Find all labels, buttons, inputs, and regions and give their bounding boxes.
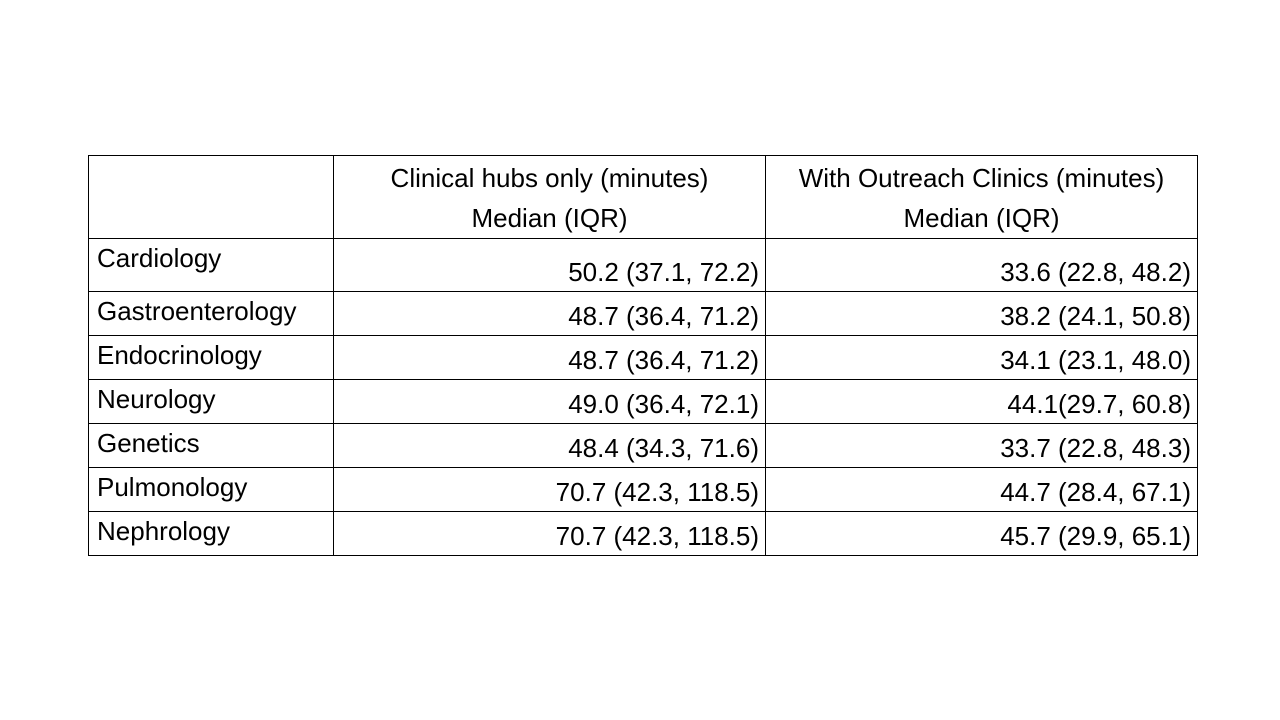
header-outreach-clinics-subtitle: Median (IQR) — [903, 203, 1060, 233]
header-clinical-hubs-title: Clinical hubs only (minutes) — [390, 163, 709, 193]
row-label-endocrinology: Endocrinology — [88, 335, 334, 380]
cell-outreach-value: 33.6 (22.8, 48.2) — [765, 238, 1198, 292]
travel-time-table: Clinical hubs only (minutes) Median (IQR… — [88, 155, 1198, 556]
table-row: Genetics 48.4 (34.3, 71.6) 33.7 (22.8, 4… — [88, 423, 1198, 468]
table-row: Gastroenterology 48.7 (36.4, 71.2) 38.2 … — [88, 291, 1198, 336]
cell-outreach-value: 34.1 (23.1, 48.0) — [765, 335, 1198, 380]
header-corner-cell — [88, 155, 334, 239]
table-row: Pulmonology 70.7 (42.3, 118.5) 44.7 (28.… — [88, 467, 1198, 512]
header-clinical-hubs-subtitle: Median (IQR) — [471, 203, 628, 233]
cell-hubs-value: 48.7 (36.4, 71.2) — [333, 291, 766, 336]
cell-hubs-value: 70.7 (42.3, 118.5) — [333, 511, 766, 556]
table-row: Cardiology 50.2 (37.1, 72.2) 33.6 (22.8,… — [88, 238, 1198, 292]
cell-hubs-value: 50.2 (37.1, 72.2) — [333, 238, 766, 292]
header-clinical-hubs: Clinical hubs only (minutes) Median (IQR… — [333, 155, 766, 239]
row-label-gastroenterology: Gastroenterology — [88, 291, 334, 336]
cell-outreach-value: 44.1(29.7, 60.8) — [765, 379, 1198, 424]
cell-hubs-value: 48.7 (36.4, 71.2) — [333, 335, 766, 380]
header-outreach-clinics-title: With Outreach Clinics (minutes) — [798, 163, 1165, 193]
table-row: Nephrology 70.7 (42.3, 118.5) 45.7 (29.9… — [88, 511, 1198, 556]
row-label-nephrology: Nephrology — [88, 511, 334, 556]
cell-hubs-value: 70.7 (42.3, 118.5) — [333, 467, 766, 512]
row-label-cardiology: Cardiology — [88, 238, 334, 292]
table-header-row: Clinical hubs only (minutes) Median (IQR… — [88, 155, 1198, 239]
row-label-pulmonology: Pulmonology — [88, 467, 334, 512]
cell-outreach-value: 38.2 (24.1, 50.8) — [765, 291, 1198, 336]
cell-outreach-value: 33.7 (22.8, 48.3) — [765, 423, 1198, 468]
row-label-genetics: Genetics — [88, 423, 334, 468]
cell-outreach-value: 45.7 (29.9, 65.1) — [765, 511, 1198, 556]
header-outreach-clinics: With Outreach Clinics (minutes) Median (… — [765, 155, 1198, 239]
table-row: Endocrinology 48.7 (36.4, 71.2) 34.1 (23… — [88, 335, 1198, 380]
table-row: Neurology 49.0 (36.4, 72.1) 44.1(29.7, 6… — [88, 379, 1198, 424]
cell-hubs-value: 49.0 (36.4, 72.1) — [333, 379, 766, 424]
cell-outreach-value: 44.7 (28.4, 67.1) — [765, 467, 1198, 512]
row-label-neurology: Neurology — [88, 379, 334, 424]
cell-hubs-value: 48.4 (34.3, 71.6) — [333, 423, 766, 468]
